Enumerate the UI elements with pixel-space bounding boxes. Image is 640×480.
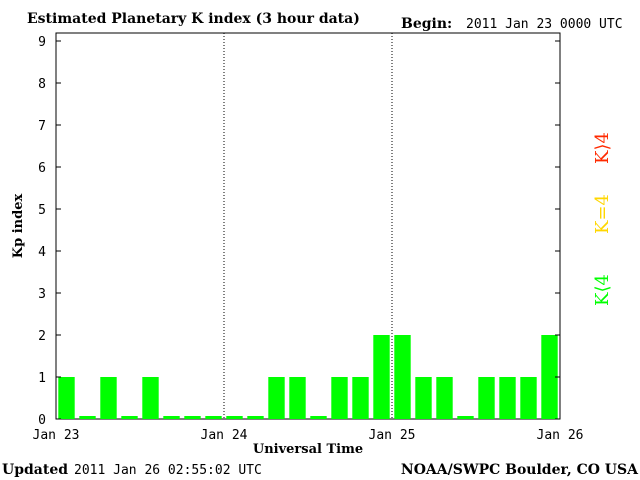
kp-bar: [310, 416, 327, 419]
begin-label: Begin:: [401, 16, 452, 32]
x-tick-label: Jan 25: [369, 428, 416, 443]
kp-bar: [331, 377, 348, 419]
kp-bar: [289, 377, 306, 419]
updated-label: Updated: [2, 462, 68, 478]
y-tick-label: 9: [38, 35, 46, 50]
kp-bar: [352, 377, 369, 419]
legend-k-greater-4: K⟩4: [592, 132, 613, 164]
y-axis-ticks: 0 1 2 3 4 5 6 7 8 9: [38, 35, 560, 428]
kp-bar: [394, 335, 411, 419]
kp-bar: [79, 416, 96, 419]
y-tick-label: 8: [38, 77, 46, 92]
kp-bar: [142, 377, 159, 419]
x-axis-ticks: Jan 23 Jan 24 Jan 25 Jan 26: [33, 428, 584, 443]
kp-bar: [457, 416, 474, 419]
kp-bar: [541, 335, 558, 419]
updated-value: 2011 Jan 26 02:55:02 UTC: [74, 463, 262, 478]
source-credit: NOAA/SWPC Boulder, CO USA: [401, 462, 639, 478]
kp-bar: [268, 377, 285, 419]
day-separators: [223, 33, 393, 419]
plot-area: [55, 32, 561, 420]
kp-bar: [436, 377, 453, 419]
kp-bar: [100, 377, 117, 419]
x-tick-label: Jan 23: [33, 428, 80, 443]
x-tick-label: Jan 24: [201, 428, 248, 443]
kp-bar: [247, 416, 264, 419]
y-tick-label: 2: [38, 329, 46, 344]
y-tick-label: 4: [38, 245, 46, 260]
y-tick-label: 5: [38, 203, 46, 218]
y-axis-label: Kp index: [11, 194, 26, 259]
legend-k-less-4: K⟨4: [592, 274, 613, 306]
kp-bar: [478, 377, 495, 419]
y-tick-label: 7: [38, 119, 46, 134]
kp-bar: [415, 377, 432, 419]
kp-bar: [121, 416, 138, 419]
chart-title: Estimated Planetary K index (3 hour data…: [27, 11, 360, 27]
kp-bar: [184, 416, 201, 419]
legend-k-equal-4: K=4: [592, 194, 613, 234]
bar-series: [58, 335, 558, 419]
y-tick-label: 6: [38, 161, 46, 176]
kp-bar: [205, 416, 222, 419]
begin-value: 2011 Jan 23 0000 UTC: [466, 17, 623, 32]
kp-bar: [373, 335, 390, 419]
y-tick-label: 0: [38, 413, 46, 428]
kp-bar: [226, 416, 243, 419]
kp-bar: [58, 377, 75, 419]
y-tick-label: 1: [38, 371, 46, 386]
kp-bar: [499, 377, 516, 419]
kp-bar: [163, 416, 180, 419]
x-axis-label: Universal Time: [253, 442, 363, 457]
y-tick-label: 3: [38, 287, 46, 302]
x-tick-label: Jan 26: [537, 428, 584, 443]
kp-bar: [520, 377, 537, 419]
